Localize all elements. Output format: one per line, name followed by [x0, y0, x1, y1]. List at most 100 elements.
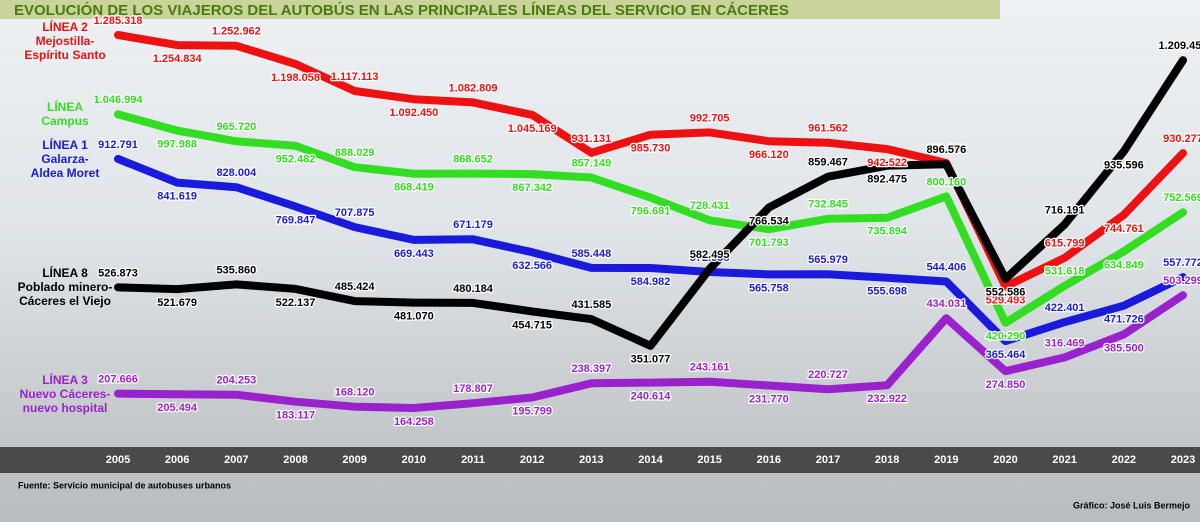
data-label: 526.873 — [98, 267, 138, 279]
data-label: 965.720 — [216, 121, 256, 133]
data-label: 316.469 — [1045, 337, 1085, 349]
data-label: 168.120 — [335, 387, 375, 399]
data-label: 220.727 — [808, 369, 848, 381]
data-label: 857.149 — [571, 157, 611, 169]
data-label: 535.860 — [216, 264, 256, 276]
series-line — [114, 291, 1187, 412]
x-tick-label: 2017 — [816, 454, 840, 466]
data-label: 207.666 — [98, 373, 138, 385]
data-label: 572.958 — [690, 252, 730, 264]
data-label: 243.161 — [690, 362, 730, 374]
data-label: 1.285.318 — [94, 15, 143, 27]
data-label: 205.494 — [157, 402, 198, 414]
x-tick-label: 2006 — [165, 454, 189, 466]
data-label: 800.160 — [926, 176, 966, 188]
data-label: 178.807 — [453, 383, 493, 395]
data-label: 952.482 — [276, 154, 316, 166]
x-tick-label: 2009 — [342, 454, 366, 466]
data-label: 992.705 — [690, 112, 730, 124]
x-tick-label: 2022 — [1112, 454, 1136, 466]
series-line — [114, 110, 1187, 327]
data-label: 828.004 — [216, 167, 257, 179]
data-label: 183.117 — [276, 410, 315, 422]
data-label: 1.045.169 — [508, 123, 557, 135]
data-label: 565.979 — [808, 254, 848, 266]
x-tick-label: 2015 — [697, 454, 721, 466]
data-label: 1.198.058 — [271, 72, 320, 84]
data-label: 841.619 — [157, 191, 197, 203]
data-label: 732.845 — [808, 199, 848, 211]
data-label: 769.847 — [276, 214, 316, 226]
data-label: 351.077 — [631, 354, 671, 366]
data-label: 195.799 — [512, 405, 552, 417]
data-label: 796.681 — [631, 205, 671, 217]
source: Fuente: Servicio municipal de autobuses … — [18, 480, 231, 490]
data-label: 961.562 — [808, 123, 848, 135]
x-tick-label: 2012 — [520, 454, 544, 466]
x-tick-label: 2011 — [461, 454, 485, 466]
data-label: 522.137 — [276, 297, 316, 309]
data-label: 912.791 — [98, 139, 138, 151]
x-tick-label: 2014 — [638, 454, 663, 466]
data-label: 485.424 — [335, 281, 376, 293]
data-label: 615.799 — [1045, 238, 1085, 250]
data-label: 1.252.962 — [212, 26, 261, 38]
data-label: 701.793 — [749, 237, 789, 249]
data-label: 529.493 — [986, 294, 1026, 306]
x-tick-label: 2005 — [106, 454, 130, 466]
data-label: 892.475 — [867, 174, 907, 186]
data-label: 766.534 — [749, 216, 790, 228]
data-label: 935.596 — [1104, 159, 1144, 171]
x-tick-label: 2010 — [402, 454, 426, 466]
data-label: 1.092.450 — [389, 107, 438, 119]
data-label: 634.849 — [1104, 259, 1144, 271]
data-label: 716.191 — [1045, 204, 1085, 216]
data-label: 434.031 — [926, 298, 966, 310]
title-band — [0, 0, 1000, 19]
chart-title: EVOLUCIÓN DE LOS VIAJEROS DEL AUTOBÚS EN… — [14, 1, 789, 19]
x-tick-label: 2013 — [579, 454, 603, 466]
data-label: 531.618 — [1045, 266, 1085, 278]
legend-entry: LÍNEA 2 Mejostilla- Espíritu Santo — [24, 20, 106, 62]
data-label: 231.770 — [749, 393, 789, 405]
data-label: 997.988 — [157, 139, 197, 151]
data-label: 1.209.453 — [1159, 40, 1200, 52]
data-label: 240.614 — [631, 391, 672, 403]
data-label: 365.464 — [986, 349, 1027, 361]
data-label: 859.467 — [808, 157, 848, 169]
data-label: 930.277 — [1163, 133, 1200, 145]
data-label: 431.585 — [571, 299, 611, 311]
data-label: 585.448 — [571, 248, 611, 260]
x-tick-label: 2020 — [993, 454, 1017, 466]
data-label: 422.401 — [1045, 302, 1085, 314]
data-label: 728.431 — [690, 200, 730, 212]
data-label: 503.299 — [1163, 275, 1200, 287]
data-label: 552.586 — [986, 287, 1026, 299]
data-label: 204.253 — [216, 375, 256, 387]
legend-entry: LÍNEA 1 Galarza- Aldea Moret — [30, 137, 100, 180]
series-line — [114, 154, 1187, 346]
data-label: 385.500 — [1104, 342, 1144, 354]
data-label: 985.730 — [631, 143, 671, 155]
data-label: 744.761 — [1104, 223, 1144, 235]
data-label: 931.131 — [571, 133, 611, 145]
data-label: 900.549 — [926, 143, 966, 155]
credit: Gráfico: José Luis Bermejo — [1073, 500, 1191, 510]
series-line — [114, 56, 1187, 350]
legend-entry: LÍNEA Campus — [41, 100, 89, 129]
data-label: 584.982 — [631, 276, 671, 288]
data-label: 274.850 — [986, 379, 1026, 391]
data-label: 752.569 — [1163, 192, 1200, 204]
data-label: 544.406 — [926, 261, 966, 273]
data-label: 471.726 — [1104, 314, 1144, 326]
data-label: 966.120 — [749, 149, 789, 161]
x-tick-label: 2018 — [875, 454, 899, 466]
data-label: 238.397 — [571, 363, 611, 375]
data-label: 888.029 — [335, 147, 375, 159]
data-label: 735.894 — [867, 226, 908, 238]
x-tick-label: 2008 — [283, 454, 307, 466]
data-label: 480.184 — [453, 283, 494, 295]
data-label: 454.715 — [512, 319, 552, 331]
